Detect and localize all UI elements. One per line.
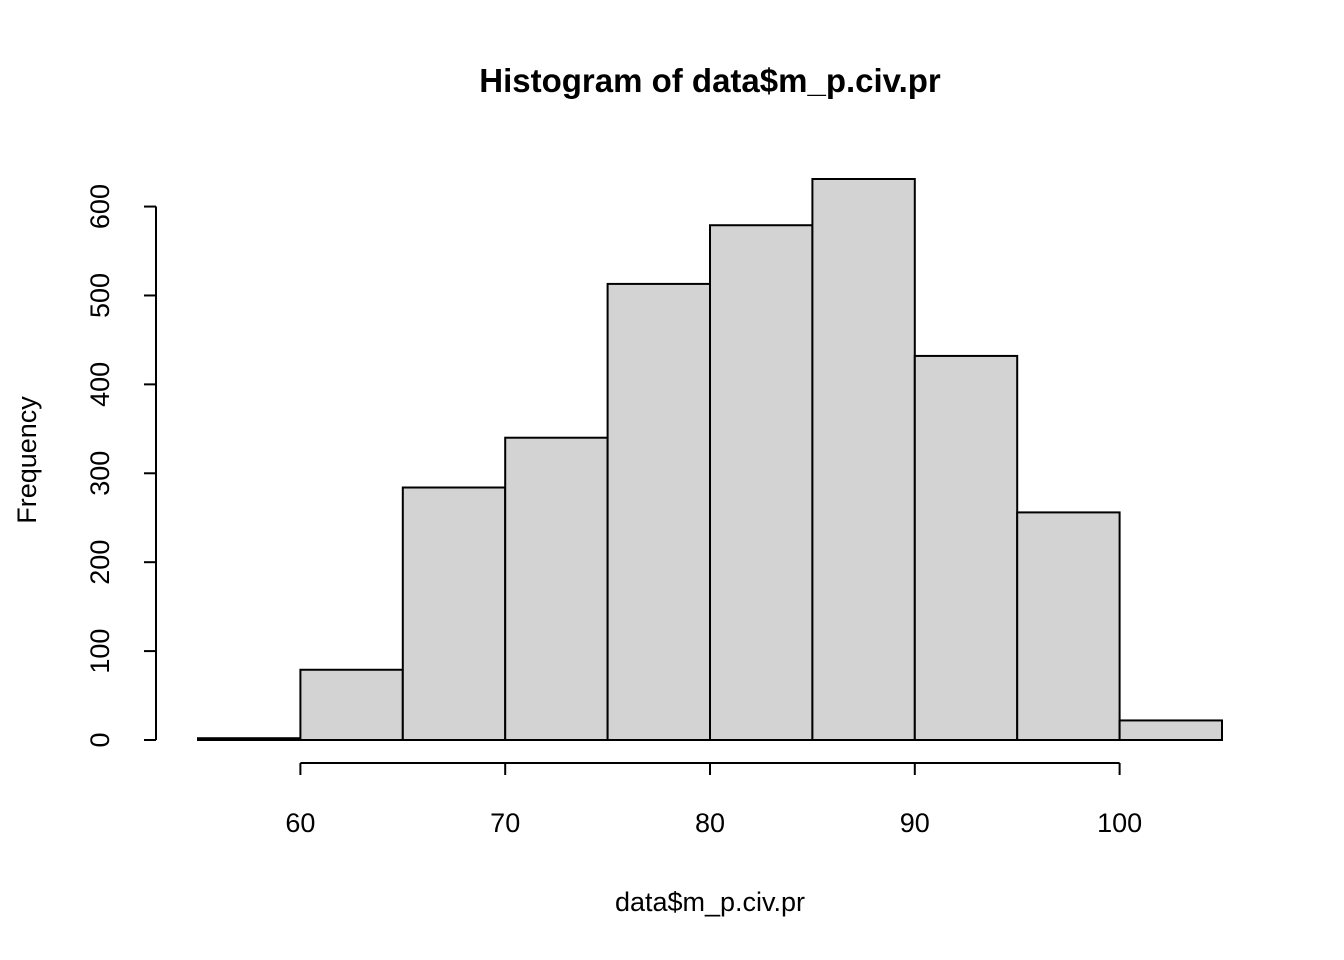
x-tick-label: 90	[900, 808, 930, 838]
histogram-bar-2	[401, 486, 507, 741]
y-tick-label: 0	[85, 732, 115, 747]
y-tick-label: 500	[85, 273, 115, 318]
y-axis: 0 100 200 300 400 500 600	[85, 184, 157, 748]
histogram-bar-4	[606, 282, 711, 741]
x-tick-label: 100	[1097, 808, 1142, 838]
y-tick-label: 300	[85, 451, 115, 496]
histogram-bar-6	[811, 178, 916, 741]
x-tick-label: 70	[490, 808, 520, 838]
histogram-bar-0	[197, 737, 302, 741]
histogram-bar-7	[913, 354, 1019, 741]
y-tick-label: 400	[85, 362, 115, 407]
bars-group	[197, 178, 1223, 741]
histogram-bar-9	[1118, 719, 1223, 741]
histogram-bar-1	[299, 668, 404, 741]
x-axis-label: data$m_p.civ.pr	[615, 887, 805, 917]
y-tick-label: 200	[85, 540, 115, 585]
histogram-bar-5	[709, 224, 814, 741]
histogram-bar-8	[1016, 511, 1121, 741]
y-tick-label: 600	[85, 184, 115, 229]
chart-title: Histogram of data$m_p.civ.pr	[479, 62, 941, 99]
y-tick-label: 100	[85, 629, 115, 674]
x-tick-label: 80	[695, 808, 725, 838]
histogram-bar-3	[504, 436, 609, 741]
x-axis: 60 70 80 90 100	[285, 762, 1142, 838]
y-axis-label: Frequency	[12, 396, 42, 524]
x-tick-label: 60	[285, 808, 315, 838]
